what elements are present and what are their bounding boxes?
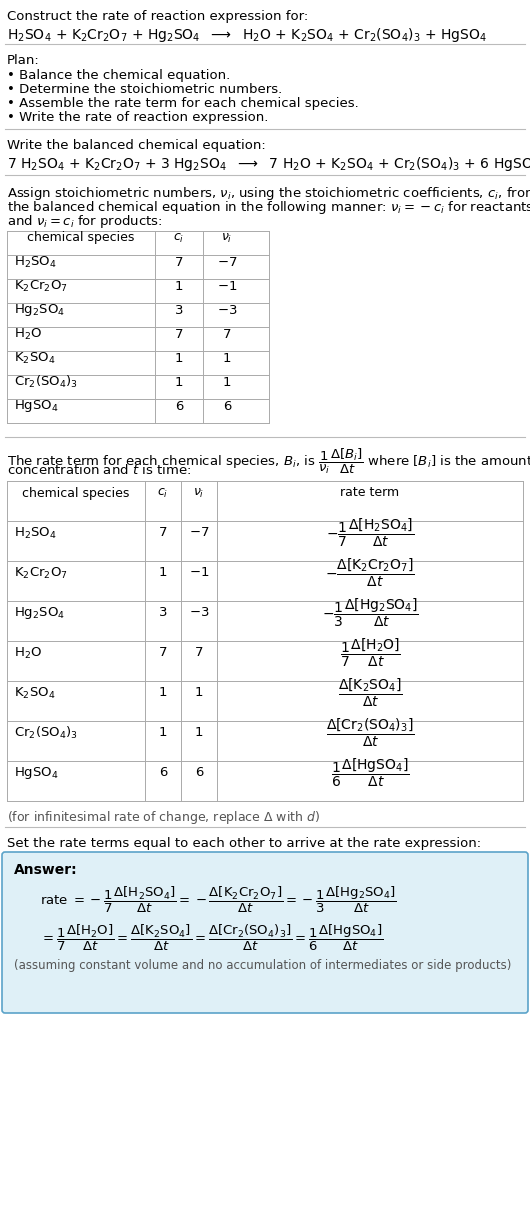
Text: 1: 1 [175,376,183,389]
Text: 1: 1 [195,726,203,739]
Text: • Determine the stoichiometric numbers.: • Determine the stoichiometric numbers. [7,83,282,95]
Text: $\mathrm{H_2SO_4}$: $\mathrm{H_2SO_4}$ [14,525,57,540]
Text: $-7$: $-7$ [189,527,209,540]
Text: $\dfrac{\Delta[\mathrm{K_2SO_4}]}{\Delta t}$: $\dfrac{\Delta[\mathrm{K_2SO_4}]}{\Delta… [338,676,402,709]
Text: 1: 1 [159,726,167,739]
Text: $\nu_i$: $\nu_i$ [222,232,233,244]
Text: $-7$: $-7$ [217,256,237,268]
Text: $-\dfrac{1}{3}\dfrac{\Delta[\mathrm{Hg_2SO_4}]}{\Delta t}$: $-\dfrac{1}{3}\dfrac{\Delta[\mathrm{Hg_2… [322,597,419,629]
Text: $\mathrm{H_2SO_4}$: $\mathrm{H_2SO_4}$ [14,255,57,269]
Text: $-\dfrac{1}{7}\dfrac{\Delta[\mathrm{H_2SO_4}]}{\Delta t}$: $-\dfrac{1}{7}\dfrac{\Delta[\mathrm{H_2S… [326,517,414,550]
Text: • Balance the chemical equation.: • Balance the chemical equation. [7,69,230,82]
Text: 6: 6 [175,400,183,412]
Text: 1: 1 [223,352,231,365]
Text: $c_i$: $c_i$ [173,232,184,244]
Text: $\mathrm{H_2SO_4}$ + $\mathrm{K_2Cr_2O_7}$ + $\mathrm{Hg_2SO_4}$  $\longrightarr: $\mathrm{H_2SO_4}$ + $\mathrm{K_2Cr_2O_7… [7,27,487,43]
Text: 7: 7 [159,527,167,540]
Text: rate $= -\dfrac{1}{7}\dfrac{\Delta[\mathrm{H_2SO_4}]}{\Delta t} = -\dfrac{\Delta: rate $= -\dfrac{1}{7}\dfrac{\Delta[\math… [40,885,397,916]
Text: $\mathrm{H_2O}$: $\mathrm{H_2O}$ [14,326,42,342]
Text: rate term: rate term [340,487,400,499]
Text: $\mathrm{Cr_2(SO_4)_3}$: $\mathrm{Cr_2(SO_4)_3}$ [14,725,78,741]
Text: 1: 1 [195,686,203,699]
Text: $\mathrm{Cr_2(SO_4)_3}$: $\mathrm{Cr_2(SO_4)_3}$ [14,374,78,390]
Text: $\dfrac{1}{6}\dfrac{\Delta[\mathrm{HgSO_4}]}{\Delta t}$: $\dfrac{1}{6}\dfrac{\Delta[\mathrm{HgSO_… [331,757,409,789]
Text: $\dfrac{1}{7}\dfrac{\Delta[\mathrm{H_2O}]}{\Delta t}$: $\dfrac{1}{7}\dfrac{\Delta[\mathrm{H_2O}… [340,637,401,669]
Text: • Assemble the rate term for each chemical species.: • Assemble the rate term for each chemic… [7,97,359,110]
Text: 6: 6 [195,767,203,779]
Text: and $\nu_i = c_i$ for products:: and $\nu_i = c_i$ for products: [7,213,163,230]
Text: concentration and $t$ is time:: concentration and $t$ is time: [7,463,191,477]
Text: $\mathrm{H_2O}$: $\mathrm{H_2O}$ [14,645,42,661]
Text: 3: 3 [175,303,183,316]
Text: Write the balanced chemical equation:: Write the balanced chemical equation: [7,139,266,152]
Text: the balanced chemical equation in the following manner: $\nu_i = -c_i$ for react: the balanced chemical equation in the fo… [7,199,530,216]
Text: Answer:: Answer: [14,863,77,877]
Text: 6: 6 [223,400,231,412]
Text: Plan:: Plan: [7,54,40,66]
Text: $\mathrm{K_2Cr_2O_7}$: $\mathrm{K_2Cr_2O_7}$ [14,565,68,581]
Text: 7: 7 [175,327,183,341]
Text: $\dfrac{\Delta[\mathrm{Cr_2(SO_4)_3}]}{\Delta t}$: $\dfrac{\Delta[\mathrm{Cr_2(SO_4)_3}]}{\… [326,716,414,749]
Text: $\mathrm{HgSO_4}$: $\mathrm{HgSO_4}$ [14,397,59,414]
Text: Construct the rate of reaction expression for:: Construct the rate of reaction expressio… [7,10,308,23]
FancyBboxPatch shape [2,852,528,1014]
Text: Set the rate terms equal to each other to arrive at the rate expression:: Set the rate terms equal to each other t… [7,837,481,850]
Text: $\mathrm{Hg_2SO_4}$: $\mathrm{Hg_2SO_4}$ [14,302,65,318]
Text: $\mathrm{K_2Cr_2O_7}$: $\mathrm{K_2Cr_2O_7}$ [14,279,68,294]
Text: 1: 1 [159,686,167,699]
Text: chemical species: chemical species [28,232,135,244]
Text: 1: 1 [223,376,231,389]
Text: $\mathrm{K_2SO_4}$: $\mathrm{K_2SO_4}$ [14,350,55,366]
Text: $\mathrm{Hg_2SO_4}$: $\mathrm{Hg_2SO_4}$ [14,605,65,621]
Text: $-3$: $-3$ [189,606,209,620]
Text: 7: 7 [195,646,203,660]
Text: $c_i$: $c_i$ [157,487,169,500]
Text: 1: 1 [175,279,183,292]
Text: 7: 7 [159,646,167,660]
Text: 6: 6 [159,767,167,779]
Text: 1: 1 [159,567,167,580]
Text: (assuming constant volume and no accumulation of intermediates or side products): (assuming constant volume and no accumul… [14,959,511,972]
Text: 7 $\mathrm{H_2SO_4}$ + $\mathrm{K_2Cr_2O_7}$ + 3 $\mathrm{Hg_2SO_4}$  $\longrigh: 7 $\mathrm{H_2SO_4}$ + $\mathrm{K_2Cr_2O… [7,155,530,173]
Text: 1: 1 [175,352,183,365]
Text: 3: 3 [159,606,167,620]
Text: (for infinitesimal rate of change, replace $\Delta$ with $d$): (for infinitesimal rate of change, repla… [7,809,320,826]
Text: $-3$: $-3$ [217,303,237,316]
Text: $= \dfrac{1}{7}\dfrac{\Delta[\mathrm{H_2O}]}{\Delta t} = \dfrac{\Delta[\mathrm{K: $= \dfrac{1}{7}\dfrac{\Delta[\mathrm{H_2… [40,923,383,953]
Text: Assign stoichiometric numbers, $\nu_i$, using the stoichiometric coefficients, $: Assign stoichiometric numbers, $\nu_i$, … [7,185,530,202]
Text: $\mathrm{K_2SO_4}$: $\mathrm{K_2SO_4}$ [14,685,55,701]
Text: $\mathrm{HgSO_4}$: $\mathrm{HgSO_4}$ [14,765,59,782]
Text: The rate term for each chemical species, $B_i$, is $\dfrac{1}{\nu_i}\dfrac{\Delt: The rate term for each chemical species,… [7,447,530,476]
Text: 7: 7 [223,327,231,341]
Text: chemical species: chemical species [22,487,130,499]
Text: $-\dfrac{\Delta[\mathrm{K_2Cr_2O_7}]}{\Delta t}$: $-\dfrac{\Delta[\mathrm{K_2Cr_2O_7}]}{\D… [325,557,415,590]
Text: $-1$: $-1$ [189,567,209,580]
Text: $\nu_i$: $\nu_i$ [193,487,205,500]
Text: • Write the rate of reaction expression.: • Write the rate of reaction expression. [7,111,268,124]
Text: $-1$: $-1$ [217,279,237,292]
Text: 7: 7 [175,256,183,268]
